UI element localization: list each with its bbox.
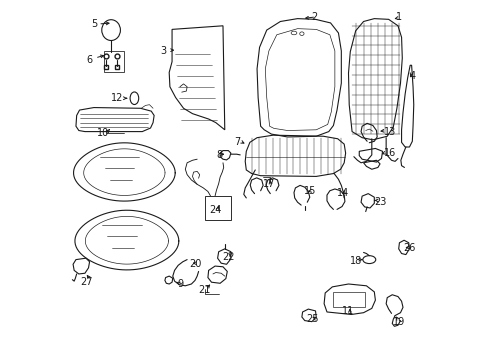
Text: 14: 14 — [336, 188, 348, 198]
Text: 4: 4 — [409, 71, 415, 81]
Text: 2: 2 — [311, 12, 317, 22]
Text: 18: 18 — [349, 256, 361, 266]
Text: 17: 17 — [263, 179, 275, 189]
Text: 8: 8 — [216, 150, 222, 160]
Text: 3: 3 — [161, 46, 166, 56]
Bar — [103, 51, 123, 72]
Bar — [333, 292, 364, 307]
Text: 15: 15 — [304, 186, 316, 197]
Text: 13: 13 — [383, 127, 395, 136]
Text: 6: 6 — [86, 55, 92, 65]
Text: 20: 20 — [188, 259, 201, 269]
Text: 11: 11 — [342, 306, 354, 316]
Text: 23: 23 — [374, 197, 386, 207]
Text: 25: 25 — [306, 314, 318, 324]
Text: 10: 10 — [97, 129, 109, 138]
Text: 24: 24 — [208, 206, 221, 216]
Text: 7: 7 — [234, 138, 240, 147]
Text: 19: 19 — [392, 317, 404, 327]
Text: 9: 9 — [177, 279, 183, 289]
Text: 16: 16 — [383, 148, 395, 158]
Text: 5: 5 — [91, 19, 98, 29]
Bar — [204, 196, 230, 220]
Text: 12: 12 — [111, 93, 123, 103]
Text: 26: 26 — [403, 243, 415, 253]
Text: 21: 21 — [198, 285, 210, 296]
Text: 1: 1 — [395, 12, 401, 22]
Text: 27: 27 — [81, 277, 93, 287]
Text: 22: 22 — [222, 252, 234, 262]
